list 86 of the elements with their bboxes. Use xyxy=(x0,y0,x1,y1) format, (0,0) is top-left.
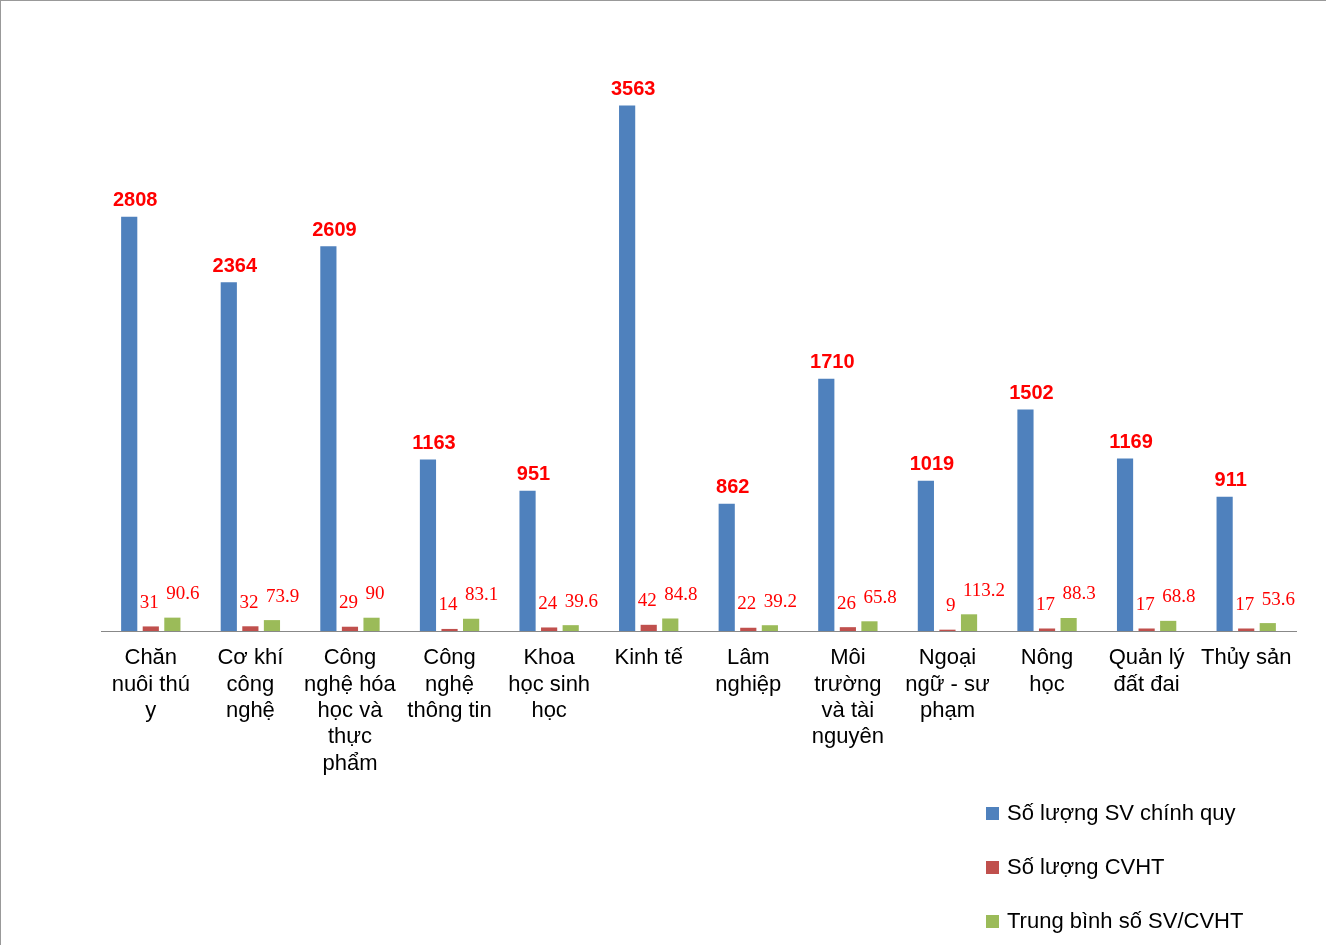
x-tick-label: Môi trường và tài nguyên xyxy=(811,644,884,749)
bar xyxy=(121,216,138,631)
bar xyxy=(1116,458,1134,631)
data-label: 3563 xyxy=(610,76,656,99)
x-tick-label: Lâm nghiệp xyxy=(715,644,782,696)
data-label: 17 xyxy=(1135,592,1155,614)
x-tick-label: Kinh tế xyxy=(614,644,683,670)
bar xyxy=(419,459,437,631)
data-label: 14 xyxy=(438,593,459,615)
data-label: 2609 xyxy=(312,217,357,240)
bar xyxy=(818,378,835,631)
data-label: 113.2 xyxy=(963,578,1006,600)
bar xyxy=(740,627,757,631)
legend-label: Số lượng SV chính quy xyxy=(1007,800,1236,826)
data-label: 1163 xyxy=(412,430,456,453)
data-label: 42 xyxy=(637,589,657,611)
bar xyxy=(861,621,878,631)
x-tick-label: Cơ khí công nghệ xyxy=(217,644,284,723)
data-label: 39.6 xyxy=(564,589,598,611)
bar xyxy=(960,614,978,631)
bar xyxy=(363,617,380,631)
x-tick-label: Công nghệ thông tin xyxy=(407,644,492,723)
bar xyxy=(640,624,657,631)
data-label: 17 xyxy=(1036,592,1056,614)
data-label: 22 xyxy=(737,592,757,614)
data-label: 39.2 xyxy=(763,589,798,611)
data-label: 68.8 xyxy=(1162,585,1196,607)
x-tick-label: Thủy sản xyxy=(1200,644,1292,670)
x-tick-label: Ngoại ngữ - sư phạm xyxy=(905,644,990,723)
bar xyxy=(1238,628,1255,631)
x-tick-label: Chăn nuôi thú y xyxy=(111,644,190,723)
data-label: 9 xyxy=(945,594,956,616)
data-label: 32 xyxy=(239,590,259,612)
bar xyxy=(1017,409,1034,631)
data-label: 53.6 xyxy=(1261,587,1296,609)
data-label: 2364 xyxy=(212,253,258,276)
bar xyxy=(242,626,259,631)
bar xyxy=(441,628,458,631)
bar xyxy=(1138,628,1155,631)
bar xyxy=(718,503,735,631)
data-label: 90.6 xyxy=(166,582,200,604)
data-label: 29 xyxy=(338,591,358,613)
data-label: 911 xyxy=(1214,468,1247,491)
bar xyxy=(662,618,679,631)
bar xyxy=(463,618,480,631)
bar xyxy=(541,627,558,631)
x-tick-label: Quản lý đất đai xyxy=(1108,644,1185,696)
bar xyxy=(142,626,159,631)
bar xyxy=(1259,623,1276,631)
data-label: 1169 xyxy=(1109,430,1153,453)
bar xyxy=(263,620,281,631)
data-label: 90 xyxy=(365,582,385,604)
bar xyxy=(1216,496,1233,631)
bar xyxy=(839,627,856,631)
data-label: 1502 xyxy=(1009,380,1054,403)
data-label: 2808 xyxy=(112,188,158,211)
data-label: 88.3 xyxy=(1062,582,1096,604)
data-label: 951 xyxy=(516,462,551,485)
data-label: 73.9 xyxy=(265,584,300,606)
data-label: 862 xyxy=(716,475,750,498)
data-label: 1710 xyxy=(810,350,855,373)
legend-label: Trung bình số SV/CVHT xyxy=(1007,908,1244,934)
data-label: 65.8 xyxy=(863,585,897,607)
bar xyxy=(220,282,237,631)
data-label: 83.1 xyxy=(465,583,499,605)
bar xyxy=(619,105,636,631)
bar xyxy=(341,626,359,631)
bar xyxy=(917,480,934,631)
legend-label: Số lượng CVHT xyxy=(1007,854,1165,880)
bar xyxy=(164,617,181,631)
data-label: 31 xyxy=(139,590,159,612)
x-tick-label: Nông học xyxy=(1020,644,1074,696)
data-label: 26 xyxy=(836,591,856,613)
bar xyxy=(562,625,579,631)
data-label: 84.8 xyxy=(664,582,698,604)
x-tick-label: Công nghệ hóa học và thực phẩm xyxy=(304,644,397,775)
bar xyxy=(320,246,337,631)
bar xyxy=(519,490,536,631)
data-label: 17 xyxy=(1235,592,1255,614)
bar xyxy=(1038,628,1056,631)
bar xyxy=(1160,620,1177,631)
bar xyxy=(1060,617,1077,631)
x-tick-label: Khoa học sinh học xyxy=(508,644,591,723)
data-label: 24 xyxy=(538,591,558,613)
data-label: 1019 xyxy=(909,452,955,475)
bar xyxy=(761,625,778,631)
